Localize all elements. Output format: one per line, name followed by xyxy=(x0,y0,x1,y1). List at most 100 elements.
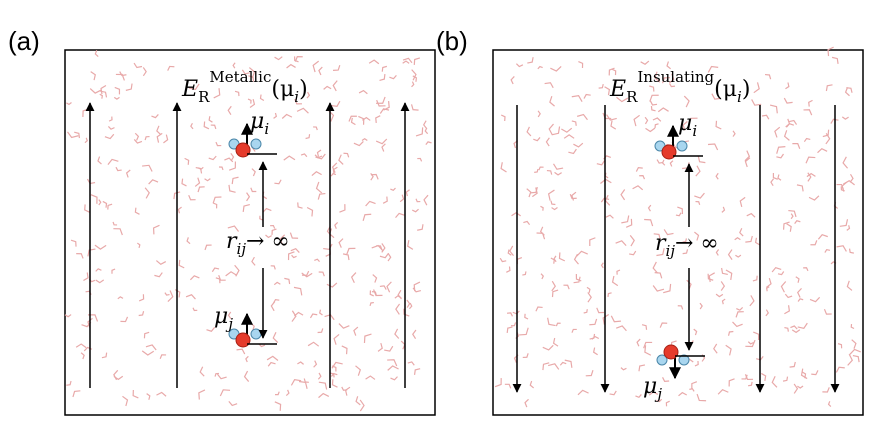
solvent-mark xyxy=(606,114,617,121)
solvent-mark xyxy=(797,322,808,330)
solvent-mark xyxy=(683,95,690,108)
solvent-mark xyxy=(245,355,249,363)
solvent-mark xyxy=(241,69,250,75)
dipole-label-part: μ xyxy=(678,111,692,136)
solvent-mark xyxy=(405,189,410,197)
solvent-mark xyxy=(822,387,830,393)
solvent-mark xyxy=(159,354,167,359)
solvent-mark xyxy=(607,292,612,298)
solvent-mark xyxy=(747,341,754,345)
solvent-mark xyxy=(259,94,265,101)
solvent-mark xyxy=(379,285,387,290)
solvent-mark xyxy=(777,271,785,276)
solvent-mark xyxy=(735,254,742,258)
solvent-mark xyxy=(274,56,283,61)
solvent-mark xyxy=(625,218,633,228)
solvent-mark xyxy=(728,378,735,387)
solvent-mark xyxy=(334,222,339,229)
solvent-mark xyxy=(851,339,857,349)
solvent-mark xyxy=(133,62,143,69)
solvent-mark xyxy=(275,391,280,396)
solvent-mark xyxy=(663,229,674,236)
solvent-mark xyxy=(795,276,800,283)
solvent-mark xyxy=(782,376,789,382)
solvent-mark xyxy=(317,328,324,334)
solvent-mark xyxy=(810,240,818,246)
solvent-mark xyxy=(803,267,809,272)
solvent-mark xyxy=(250,187,257,193)
solvent-mark xyxy=(208,116,213,123)
solvent-mark xyxy=(669,160,674,167)
solvent-mark xyxy=(761,114,770,120)
hydrogen xyxy=(678,354,690,366)
solvent-mark xyxy=(656,248,665,257)
solvent-mark xyxy=(545,137,550,147)
solvent-mark xyxy=(234,264,240,277)
solvent-mark xyxy=(332,80,338,92)
solvent-mark xyxy=(178,259,185,269)
solvent-mark xyxy=(586,286,591,293)
solvent-mark xyxy=(270,301,276,312)
solvent-mark xyxy=(546,169,553,175)
solvent-mark xyxy=(739,196,746,208)
solvent-mark xyxy=(214,372,219,377)
solvent-mark xyxy=(227,105,232,115)
solvent-mark xyxy=(246,192,251,202)
solvent-mark xyxy=(228,401,238,407)
solvent-mark xyxy=(355,365,362,376)
solvent-mark xyxy=(138,311,145,317)
distance-label: rij→ ∞ xyxy=(226,229,290,258)
solvent-mark xyxy=(846,280,853,291)
solvent-mark xyxy=(725,344,732,356)
solvent-mark xyxy=(213,88,221,99)
solvent-mark xyxy=(499,257,507,263)
solvent-mark xyxy=(412,287,422,293)
solvent-mark xyxy=(510,322,517,327)
solvent-mark xyxy=(101,352,108,359)
solvent-mark xyxy=(764,73,772,80)
solvent-mark xyxy=(739,227,744,237)
solvent-mark xyxy=(291,310,297,322)
solvent-mark xyxy=(715,172,719,180)
solvent-mark xyxy=(283,155,296,161)
solvent-mark xyxy=(407,240,414,250)
solvent-mark xyxy=(609,390,617,396)
distance-label-part: ij xyxy=(237,240,247,258)
solvent-mark xyxy=(330,372,338,377)
energy-label-part: Insulating xyxy=(637,68,714,86)
solvent-mark xyxy=(411,69,417,81)
solvent-mark xyxy=(412,75,418,82)
dipole-label-part: j xyxy=(225,315,233,333)
solvent-mark xyxy=(695,165,701,177)
solvent-mark xyxy=(248,67,256,79)
solvent-mark xyxy=(835,366,845,373)
solvent-mark xyxy=(647,204,652,212)
solvent-mark xyxy=(120,316,129,323)
solvent-mark xyxy=(500,162,507,173)
solvent-mark xyxy=(289,232,299,239)
solvent-mark xyxy=(154,272,163,278)
solvent-mark xyxy=(822,129,830,138)
solvent-mark xyxy=(331,379,338,388)
solvent-mark xyxy=(636,338,641,347)
solvent-mark xyxy=(848,248,854,254)
solvent-mark xyxy=(589,237,596,246)
solvent-mark xyxy=(790,213,794,220)
solvent-mark xyxy=(113,375,124,381)
solvent-mark xyxy=(152,224,160,235)
oxygen xyxy=(235,142,251,158)
solvent-mark xyxy=(537,65,543,70)
solvent-mark xyxy=(776,153,784,159)
solvent-mark xyxy=(384,345,394,352)
solvent-mark xyxy=(144,187,150,199)
solvent-mark xyxy=(236,348,246,355)
solvent-mark xyxy=(797,385,804,389)
solvent-mark xyxy=(333,333,340,345)
solvent-mark xyxy=(523,220,531,226)
solvent-mark xyxy=(564,359,573,368)
solvent-mark xyxy=(353,326,359,336)
solvent-mark xyxy=(697,155,706,164)
solvent-mark xyxy=(744,374,754,381)
solvent-mark xyxy=(529,380,535,389)
